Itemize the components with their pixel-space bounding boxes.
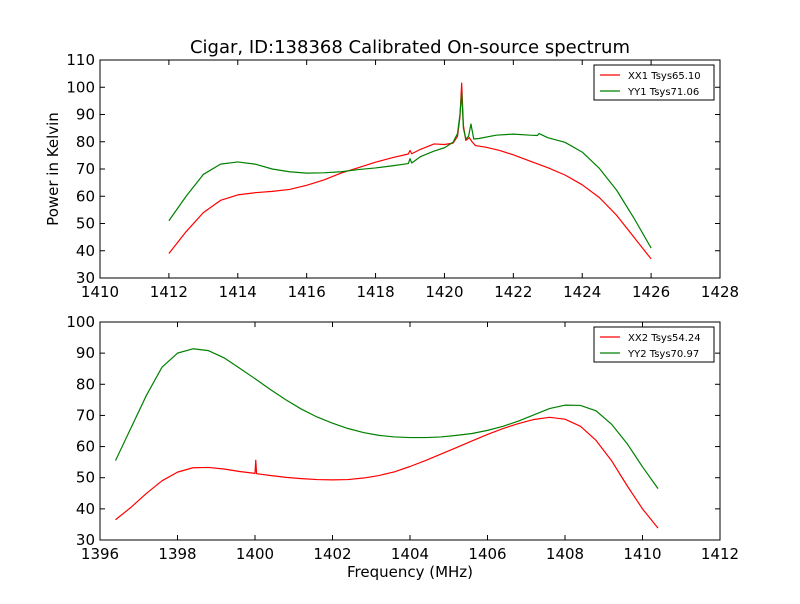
y-tick-label: 30: [76, 269, 95, 287]
x-tick-label: 1412: [150, 283, 188, 301]
series-line-2: [168, 92, 652, 249]
y-tick-label: 30: [76, 531, 95, 549]
x-tick-label: 1410: [81, 283, 119, 301]
y-tick-label: 40: [76, 500, 95, 518]
chart-title: Cigar, ID:138368 Calibrated On-source sp…: [190, 37, 630, 58]
y-axis-label: Power in Kelvin: [44, 112, 62, 226]
y-tick-label: 70: [76, 406, 95, 424]
x-tick-label: 1398: [158, 545, 196, 563]
x-tick-label: 1400: [236, 545, 274, 563]
x-tick-label: 1420: [425, 283, 463, 301]
legend-box: [593, 64, 715, 101]
y-tick-label: 90: [76, 106, 95, 124]
legend: XX1 Tsys65.10 YY1 Tsys71.06: [593, 64, 715, 101]
legend-label-1: XX1 Tsys65.10: [628, 71, 701, 82]
x-tick-label: 1414: [219, 283, 257, 301]
x-tick-label: 1410: [623, 545, 661, 563]
y-tick-label: 60: [76, 438, 95, 456]
legend-box: [593, 326, 715, 363]
x-tick-label: 1424: [563, 283, 601, 301]
y-tick-label: 60: [76, 187, 95, 205]
x-tick-label: 1426: [632, 283, 670, 301]
y-tick-label: 100: [66, 78, 95, 96]
x-tick-label: 1412: [701, 545, 739, 563]
x-tick-label: 1428: [701, 283, 739, 301]
x-tick-label: 1404: [391, 545, 429, 563]
top-panel: 1410 1412 1414 1416 1418 1420 1422 1424 1426 1428…: [44, 51, 739, 301]
x-tick-label: 1408: [546, 545, 584, 563]
x-tick-label: 1402: [313, 545, 351, 563]
y-tick-label: 80: [76, 375, 95, 393]
legend-label-2: YY1 Tsys71.06: [627, 87, 699, 98]
legend-label-1: XX2 Tsys54.24: [628, 333, 701, 344]
legend: XX2 Tsys54.24 YY2 Tsys70.97: [593, 326, 715, 363]
y-tick-label: 90: [76, 344, 95, 362]
y-tick-label: 80: [76, 133, 95, 151]
y-tick-label: 40: [76, 242, 95, 260]
series-line-2: [114, 348, 659, 489]
legend-label-2: YY2 Tsys70.97: [627, 349, 699, 360]
x-tick-label: 1418: [356, 283, 394, 301]
series-line-1: [168, 82, 652, 260]
y-tick-label: 110: [66, 51, 95, 69]
series-line-1: [115, 416, 659, 529]
x-tick-label: 1406: [468, 545, 506, 563]
bottom-panel: 1396 1398 1400 1402 1404 1406 1408 1410 1412 30 40…: [66, 313, 739, 581]
y-tick-label: 50: [76, 469, 95, 487]
x-axis-label: Frequency (MHz): [347, 563, 473, 581]
x-tick-label: 1416: [288, 283, 326, 301]
x-tick-label: 1396: [81, 545, 119, 563]
x-tick-label: 1422: [494, 283, 532, 301]
y-tick-label: 70: [76, 160, 95, 178]
y-tick-label: 50: [76, 215, 95, 233]
y-tick-label: 100: [66, 313, 95, 331]
